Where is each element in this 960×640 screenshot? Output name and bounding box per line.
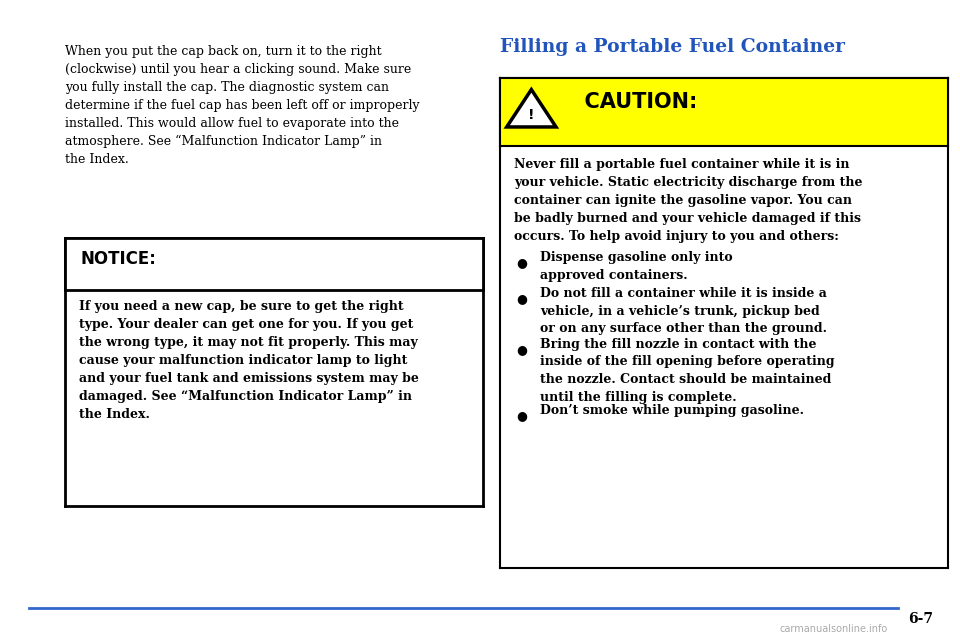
- Text: When you put the cap back on, turn it to the right
(clockwise) until you hear a : When you put the cap back on, turn it to…: [65, 45, 420, 166]
- Text: !: !: [528, 108, 535, 122]
- Text: ●: ●: [516, 343, 527, 356]
- Text: If you need a new cap, be sure to get the right
type. Your dealer can get one fo: If you need a new cap, be sure to get th…: [79, 300, 419, 421]
- Text: Filling a Portable Fuel Container: Filling a Portable Fuel Container: [500, 38, 845, 56]
- Text: ●: ●: [516, 256, 527, 269]
- Text: Never fill a portable fuel container while it is in
your vehicle. Static electri: Never fill a portable fuel container whi…: [514, 158, 862, 243]
- Polygon shape: [507, 90, 556, 127]
- Text: ●: ●: [516, 409, 527, 422]
- Text: 6-7: 6-7: [908, 612, 933, 626]
- Text: Dispense gasoline only into
approved containers.: Dispense gasoline only into approved con…: [540, 251, 732, 282]
- Text: NOTICE:: NOTICE:: [81, 250, 156, 268]
- Text: Don’t smoke while pumping gasoline.: Don’t smoke while pumping gasoline.: [540, 404, 804, 417]
- Text: Do not fill a container while it is inside a
vehicle, in a vehicle’s trunk, pick: Do not fill a container while it is insi…: [540, 287, 827, 335]
- Text: carmanualsonline.info: carmanualsonline.info: [780, 624, 888, 634]
- Text: Bring the fill nozzle in contact with the
inside of the fill opening before oper: Bring the fill nozzle in contact with th…: [540, 338, 834, 403]
- Text: ●: ●: [516, 292, 527, 305]
- Text: CAUTION:: CAUTION:: [570, 92, 697, 112]
